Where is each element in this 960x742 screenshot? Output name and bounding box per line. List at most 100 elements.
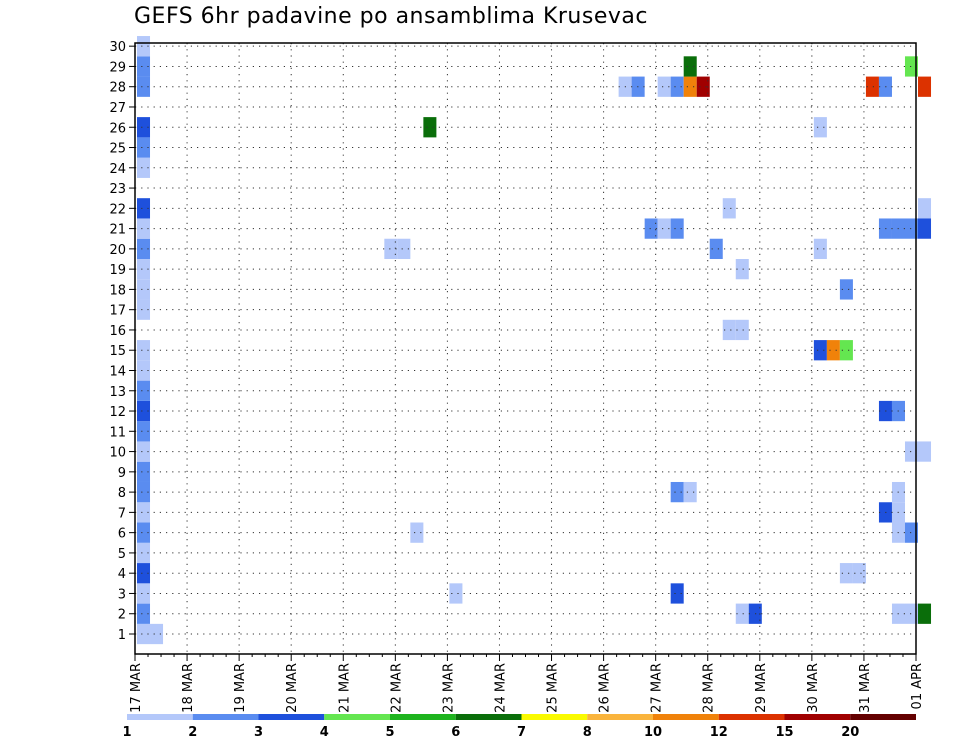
colorbar-swatch: [324, 714, 390, 720]
heatmap-cell: [839, 340, 853, 361]
y-tick-label: 21: [109, 223, 126, 238]
heatmap-cell: [813, 238, 827, 260]
heatmap-cell: [137, 542, 151, 564]
heatmap-cell: [904, 56, 918, 77]
heatmap-cell: [722, 319, 736, 341]
x-tick-label: 23 MAR: [441, 663, 456, 713]
y-tick-label: 17: [109, 304, 126, 319]
heatmap-cell: [683, 56, 697, 77]
y-tick-label: 27: [109, 101, 126, 116]
heatmap-cell: [137, 461, 151, 482]
heatmap-cell: [918, 218, 932, 239]
heatmap-cell: [735, 319, 749, 341]
x-tick-label: 31 MAR: [858, 663, 873, 713]
heatmap-cell: [683, 481, 697, 503]
heatmap-cell: [735, 603, 749, 624]
y-tick-label: 14: [109, 364, 126, 379]
heatmap-cell: [813, 340, 827, 361]
heatmap-cell: [137, 36, 151, 57]
heatmap-cell: [137, 137, 151, 158]
y-tick-label: 19: [109, 263, 126, 278]
colorbar-label: 20: [841, 725, 859, 740]
heatmap-cell: [670, 583, 684, 604]
colorbar-label: 10: [644, 725, 662, 740]
gridlines: [135, 43, 916, 654]
heatmap-cell: [918, 198, 932, 219]
y-tick-label: 3: [118, 587, 126, 602]
colorbar-label: 12: [710, 725, 728, 740]
x-tick-label: 26 MAR: [598, 663, 613, 713]
x-tick-label: 28 MAR: [702, 663, 717, 713]
heatmap-cell: [865, 76, 879, 97]
heatmap-cell: [683, 76, 697, 97]
colorbar-label: 1: [122, 725, 131, 740]
heatmap-cell: [137, 563, 151, 584]
y-tick-label: 22: [109, 202, 126, 217]
heatmap-cells: [137, 36, 932, 645]
y-axis: 1234567891011121314151617181920212223242…: [109, 40, 135, 643]
heatmap-cell: [657, 218, 671, 239]
heatmap-cell: [137, 522, 151, 543]
colorbar-swatch: [390, 714, 456, 720]
heatmap-cell: [449, 583, 463, 604]
heatmap-cell: [137, 299, 151, 320]
heatmap-cell: [137, 400, 151, 422]
x-tick-label: 20 MAR: [285, 663, 300, 713]
heatmap-cell: [904, 603, 918, 624]
heatmap-cell: [150, 623, 164, 645]
colorbar-swatch: [587, 714, 653, 720]
colorbar-label: 8: [583, 725, 592, 740]
y-tick-label: 16: [109, 324, 126, 339]
heatmap-cell: [826, 340, 840, 361]
x-tick-label: 01 APR: [910, 663, 925, 709]
colorbar-label: 5: [385, 725, 394, 740]
heatmap-cell: [137, 218, 151, 239]
colorbar-label: 7: [517, 725, 526, 740]
heatmap-cell: [722, 198, 736, 219]
heatmap-cell: [137, 340, 151, 361]
chart-title: GEFS 6hr padavine po ansamblima Krusevac: [134, 4, 648, 29]
x-tick-label: 27 MAR: [650, 663, 665, 713]
heatmap-cell: [918, 603, 932, 624]
colorbar-label: 6: [451, 725, 460, 740]
heatmap-cell: [137, 481, 151, 503]
heatmap-cell: [137, 56, 151, 77]
heatmap-cell: [670, 218, 684, 239]
colorbar-label: 4: [320, 725, 329, 740]
y-tick-label: 4: [118, 567, 126, 582]
heatmap-cell: [918, 441, 932, 462]
y-tick-label: 11: [109, 425, 126, 440]
heatmap-cell: [670, 76, 684, 97]
y-tick-label: 12: [109, 405, 126, 420]
colorbar-swatch: [850, 714, 916, 720]
heatmap-cell: [137, 380, 151, 401]
heatmap-cell: [137, 117, 151, 138]
heatmap-cell: [137, 441, 151, 462]
colorbar-label: 3: [254, 725, 263, 740]
y-tick-label: 24: [109, 162, 126, 177]
colorbar-swatch: [455, 714, 522, 720]
y-tick-label: 1: [118, 628, 126, 643]
heatmap-cell: [918, 76, 932, 97]
heatmap-cell: [670, 481, 684, 503]
heatmap-cell: [904, 522, 918, 543]
x-tick-label: 19 MAR: [233, 663, 248, 713]
y-tick-label: 20: [109, 243, 126, 258]
x-tick-label: 21 MAR: [337, 663, 352, 713]
y-tick-label: 25: [109, 142, 126, 157]
colorbar-swatch: [718, 714, 785, 720]
colorbar-swatch: [784, 714, 851, 720]
y-tick-label: 30: [109, 40, 126, 55]
heatmap-cell: [410, 522, 424, 543]
y-tick-label: 13: [109, 385, 126, 400]
heatmap-cell: [137, 360, 151, 381]
heatmap-cell: [137, 238, 151, 260]
x-tick-label: 29 MAR: [754, 663, 769, 713]
heatmap-cell: [137, 421, 151, 442]
heatmap-cell: [137, 279, 151, 300]
heatmap-cell: [137, 603, 151, 624]
heatmap-cell: [852, 563, 866, 584]
heatmap-cell: [384, 238, 398, 260]
colorbar: 1 2 3 4 5 6 7 8 10 12 15 20: [122, 714, 916, 740]
